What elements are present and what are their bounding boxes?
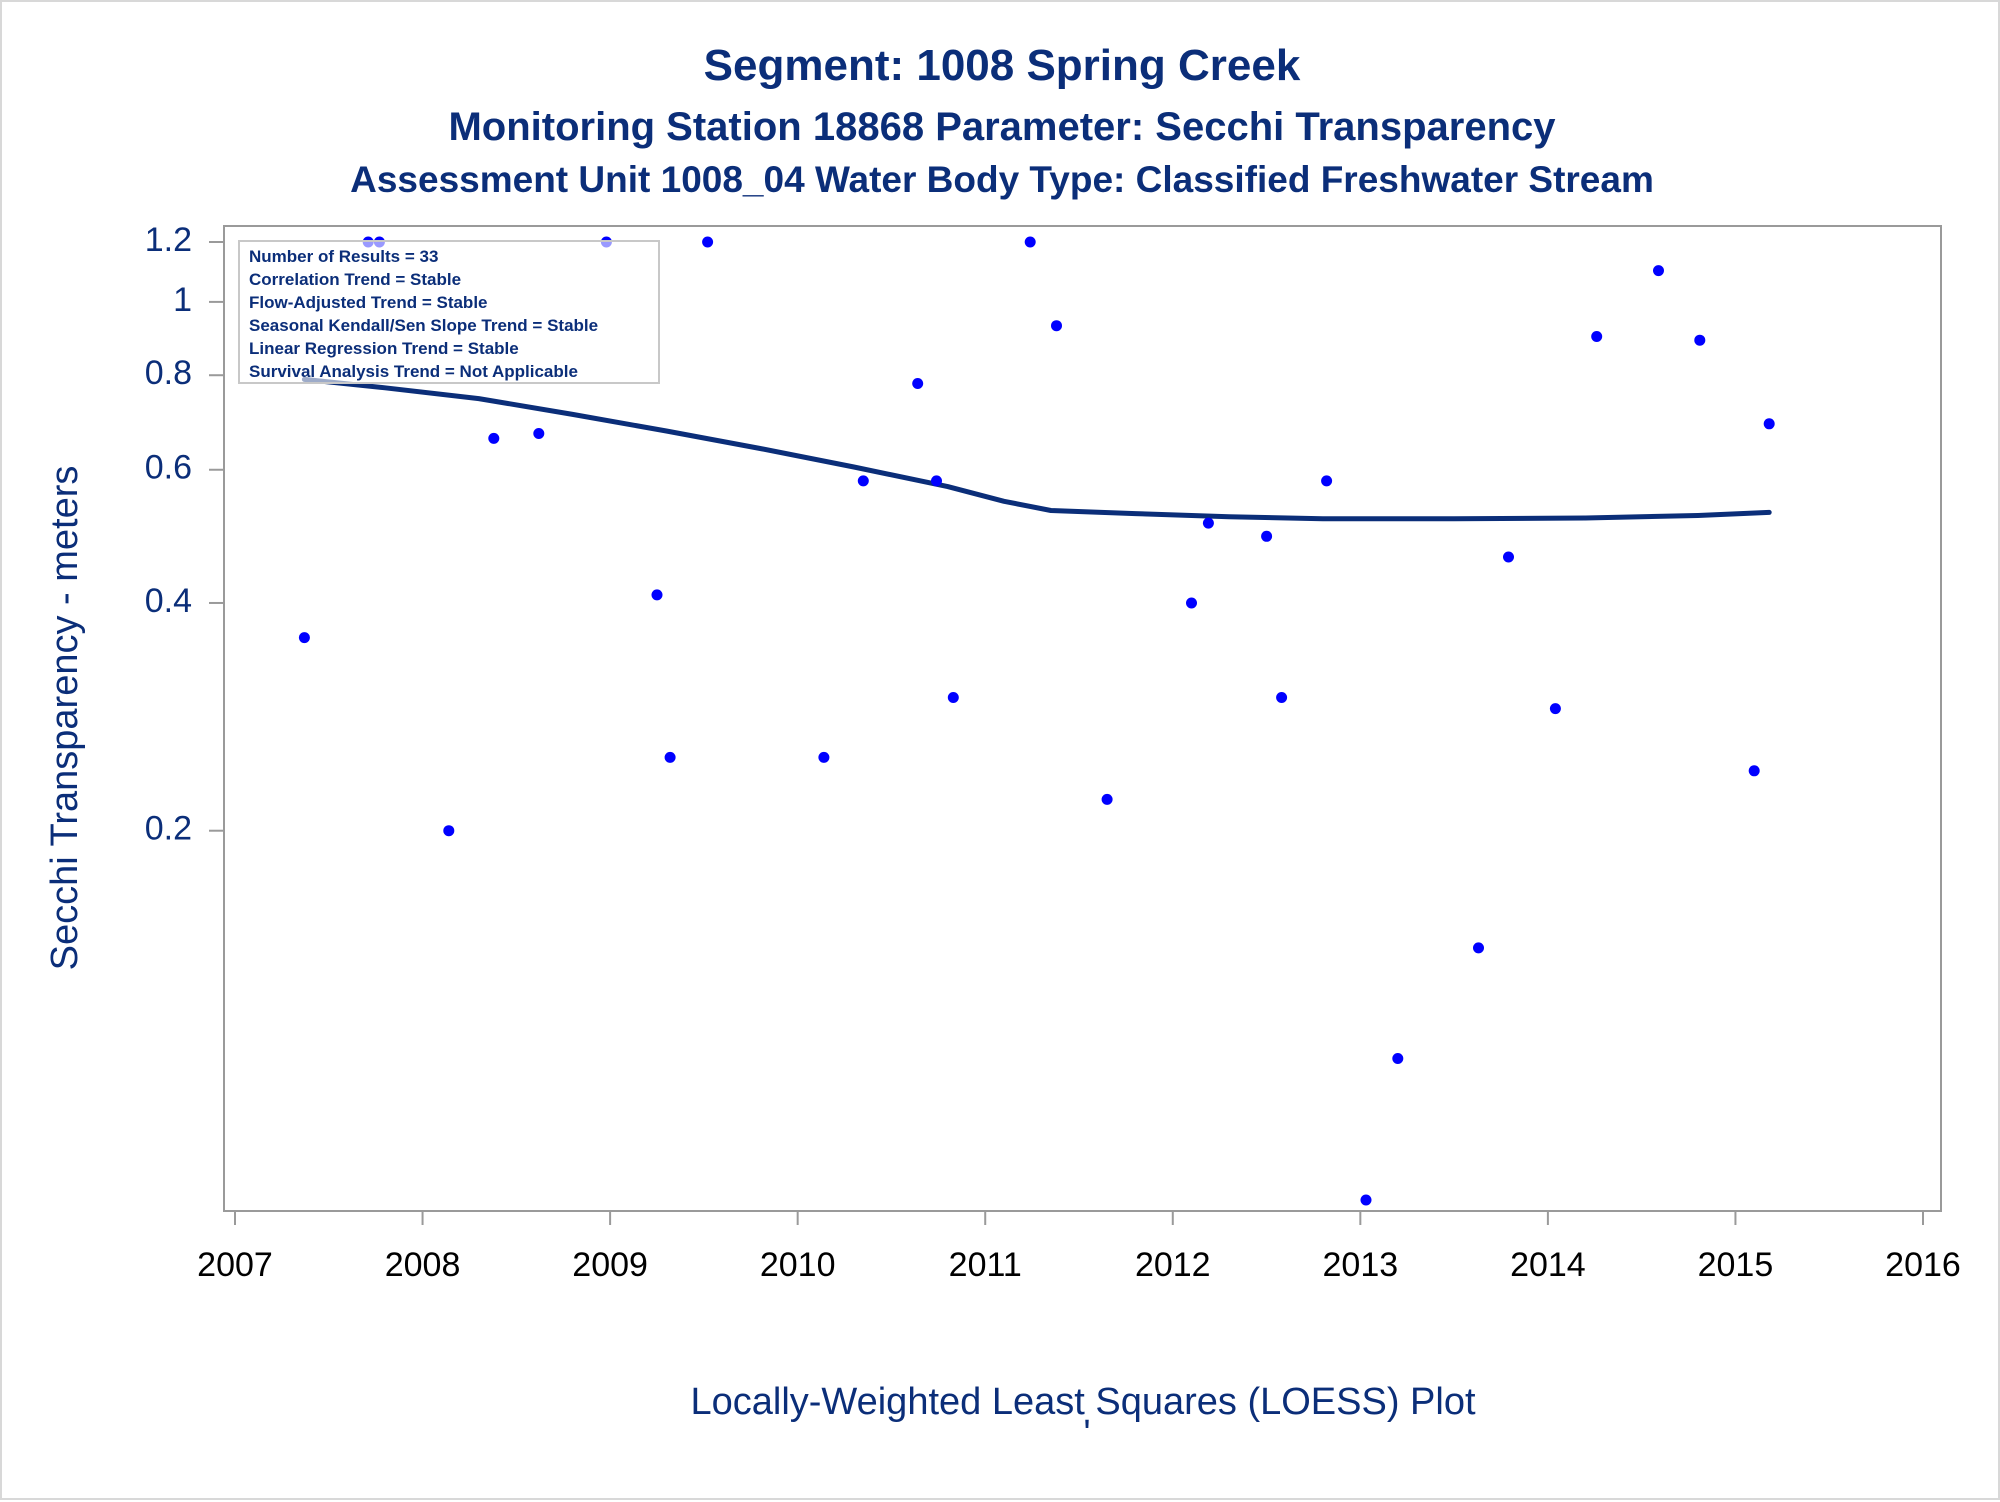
- y-tick-label: 1: [173, 281, 192, 319]
- x-tick-label: 2016: [1885, 1246, 1961, 1284]
- trend-summary-line: Seasonal Kendall/Sen Slope Trend = Stabl…: [249, 316, 598, 335]
- data-point: [1360, 1194, 1372, 1206]
- x-tick-label: 2009: [572, 1246, 648, 1284]
- trend-summary-line: Flow-Adjusted Trend = Stable: [249, 293, 488, 312]
- x-tick-label: 2008: [385, 1246, 461, 1284]
- x-tick-label: 2014: [1510, 1246, 1586, 1284]
- data-point: [443, 825, 455, 837]
- data-point: [1591, 331, 1603, 342]
- data-point: [1748, 765, 1760, 777]
- x-tick-label: 2013: [1323, 1246, 1399, 1284]
- data-point: [857, 475, 869, 487]
- data-point: [1186, 597, 1197, 609]
- data-point: [1549, 703, 1561, 715]
- x-axis: 2007 2008 2009 2010 2011 2012 2013 2014 2015 2016: [197, 1211, 1961, 1284]
- data-point: [1503, 551, 1514, 563]
- data-point: [1051, 320, 1062, 332]
- y-tick-label: 0.8: [145, 354, 192, 392]
- y-tick-label: 0.6: [145, 449, 192, 487]
- data-point: [702, 236, 714, 248]
- data-point: [533, 428, 545, 439]
- data-point: [1261, 530, 1273, 542]
- data-point: [818, 751, 830, 763]
- data-point: [651, 589, 663, 601]
- y-axis: 0.2 0.4 0.6 0.8 1 1.2: [145, 221, 224, 848]
- trend-summary-line: Correlation Trend = Stable: [249, 270, 461, 289]
- data-point: [1321, 475, 1333, 487]
- y-tick-label: 0.2: [145, 810, 192, 848]
- y-tick-label: 1.2: [145, 221, 192, 259]
- trend-summary-line: Survival Analysis Trend = Not Applicable: [249, 362, 578, 381]
- chart-subtitle-station: Monitoring Station 18868 Parameter: Secc…: [448, 105, 1556, 149]
- data-point: [1276, 692, 1288, 703]
- data-point: [1101, 793, 1113, 805]
- chart-subtitle-assessment-unit: Assessment Unit 1008_04 Water Body Type:…: [350, 159, 1654, 200]
- plot-area-border: [223, 225, 1942, 1212]
- x-tick-label: 2007: [197, 1246, 273, 1284]
- data-point: [1473, 942, 1484, 954]
- data-point: [298, 632, 310, 644]
- loess-trend-line: [301, 376, 1772, 522]
- x-tick-label: 2015: [1698, 1246, 1774, 1284]
- chart-title: Segment: 1008 Spring Creek: [704, 41, 1301, 90]
- data-point: [1694, 334, 1706, 346]
- x-tick-label: 2012: [1135, 1246, 1211, 1284]
- trend-summary-line: Linear Regression Trend = Stable: [249, 339, 519, 358]
- x-axis-label: Locally-Weighted Least Squares (LOESS) P…: [690, 1381, 1475, 1423]
- data-point: [1392, 1053, 1404, 1064]
- data-point: [488, 432, 500, 444]
- data-point: [931, 475, 942, 487]
- trend-summary-box: [238, 240, 660, 384]
- data-point: [1653, 265, 1664, 277]
- data-point: [1763, 418, 1775, 430]
- trend-summary-line: Number of Results = 33: [249, 247, 438, 266]
- x-tick-label: 2010: [760, 1246, 836, 1284]
- y-axis-label: Secchi Transparency - meters: [44, 466, 86, 971]
- y-tick-label: 0.4: [145, 582, 192, 620]
- data-point: [1024, 236, 1036, 248]
- footnote-mark: ': [1083, 1413, 1090, 1455]
- x-tick-label: 2011: [949, 1246, 1022, 1284]
- data-point: [947, 692, 959, 703]
- data-point: [664, 751, 676, 763]
- trend-summary-inset: Number of Results = 33 Correlation Trend …: [238, 240, 660, 384]
- data-point: [1202, 517, 1214, 529]
- data-point: [912, 378, 924, 389]
